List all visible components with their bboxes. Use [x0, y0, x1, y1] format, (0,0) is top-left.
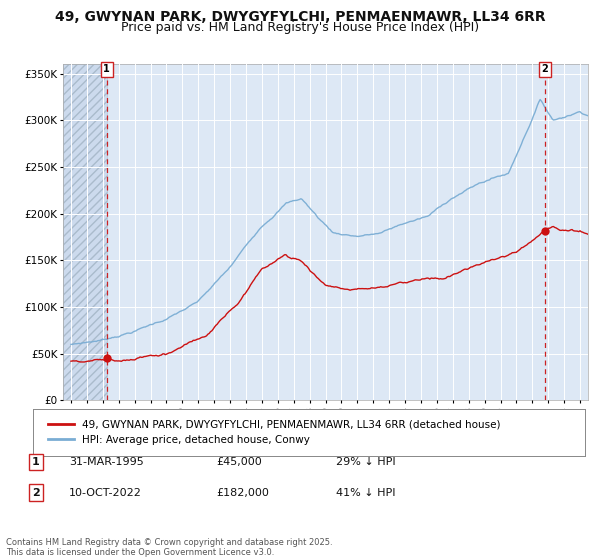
Text: 2: 2 — [541, 64, 548, 74]
Text: Contains HM Land Registry data © Crown copyright and database right 2025.
This d: Contains HM Land Registry data © Crown c… — [6, 538, 332, 557]
Text: 29% ↓ HPI: 29% ↓ HPI — [336, 457, 395, 467]
Text: 41% ↓ HPI: 41% ↓ HPI — [336, 488, 395, 498]
Text: £45,000: £45,000 — [216, 457, 262, 467]
Text: 49, GWYNAN PARK, DWYGYFYLCHI, PENMAENMAWR, LL34 6RR: 49, GWYNAN PARK, DWYGYFYLCHI, PENMAENMAW… — [55, 10, 545, 24]
Text: 10-OCT-2022: 10-OCT-2022 — [69, 488, 142, 498]
Text: £182,000: £182,000 — [216, 488, 269, 498]
Bar — [63, 64, 107, 400]
Text: 1: 1 — [32, 457, 40, 467]
Text: Price paid vs. HM Land Registry's House Price Index (HPI): Price paid vs. HM Land Registry's House … — [121, 21, 479, 34]
Text: 31-MAR-1995: 31-MAR-1995 — [69, 457, 144, 467]
Legend: 49, GWYNAN PARK, DWYGYFYLCHI, PENMAENMAWR, LL34 6RR (detached house), HPI: Avera: 49, GWYNAN PARK, DWYGYFYLCHI, PENMAENMAW… — [44, 416, 505, 449]
Bar — [63, 64, 107, 400]
Text: 2: 2 — [32, 488, 40, 498]
Text: 1: 1 — [103, 64, 110, 74]
